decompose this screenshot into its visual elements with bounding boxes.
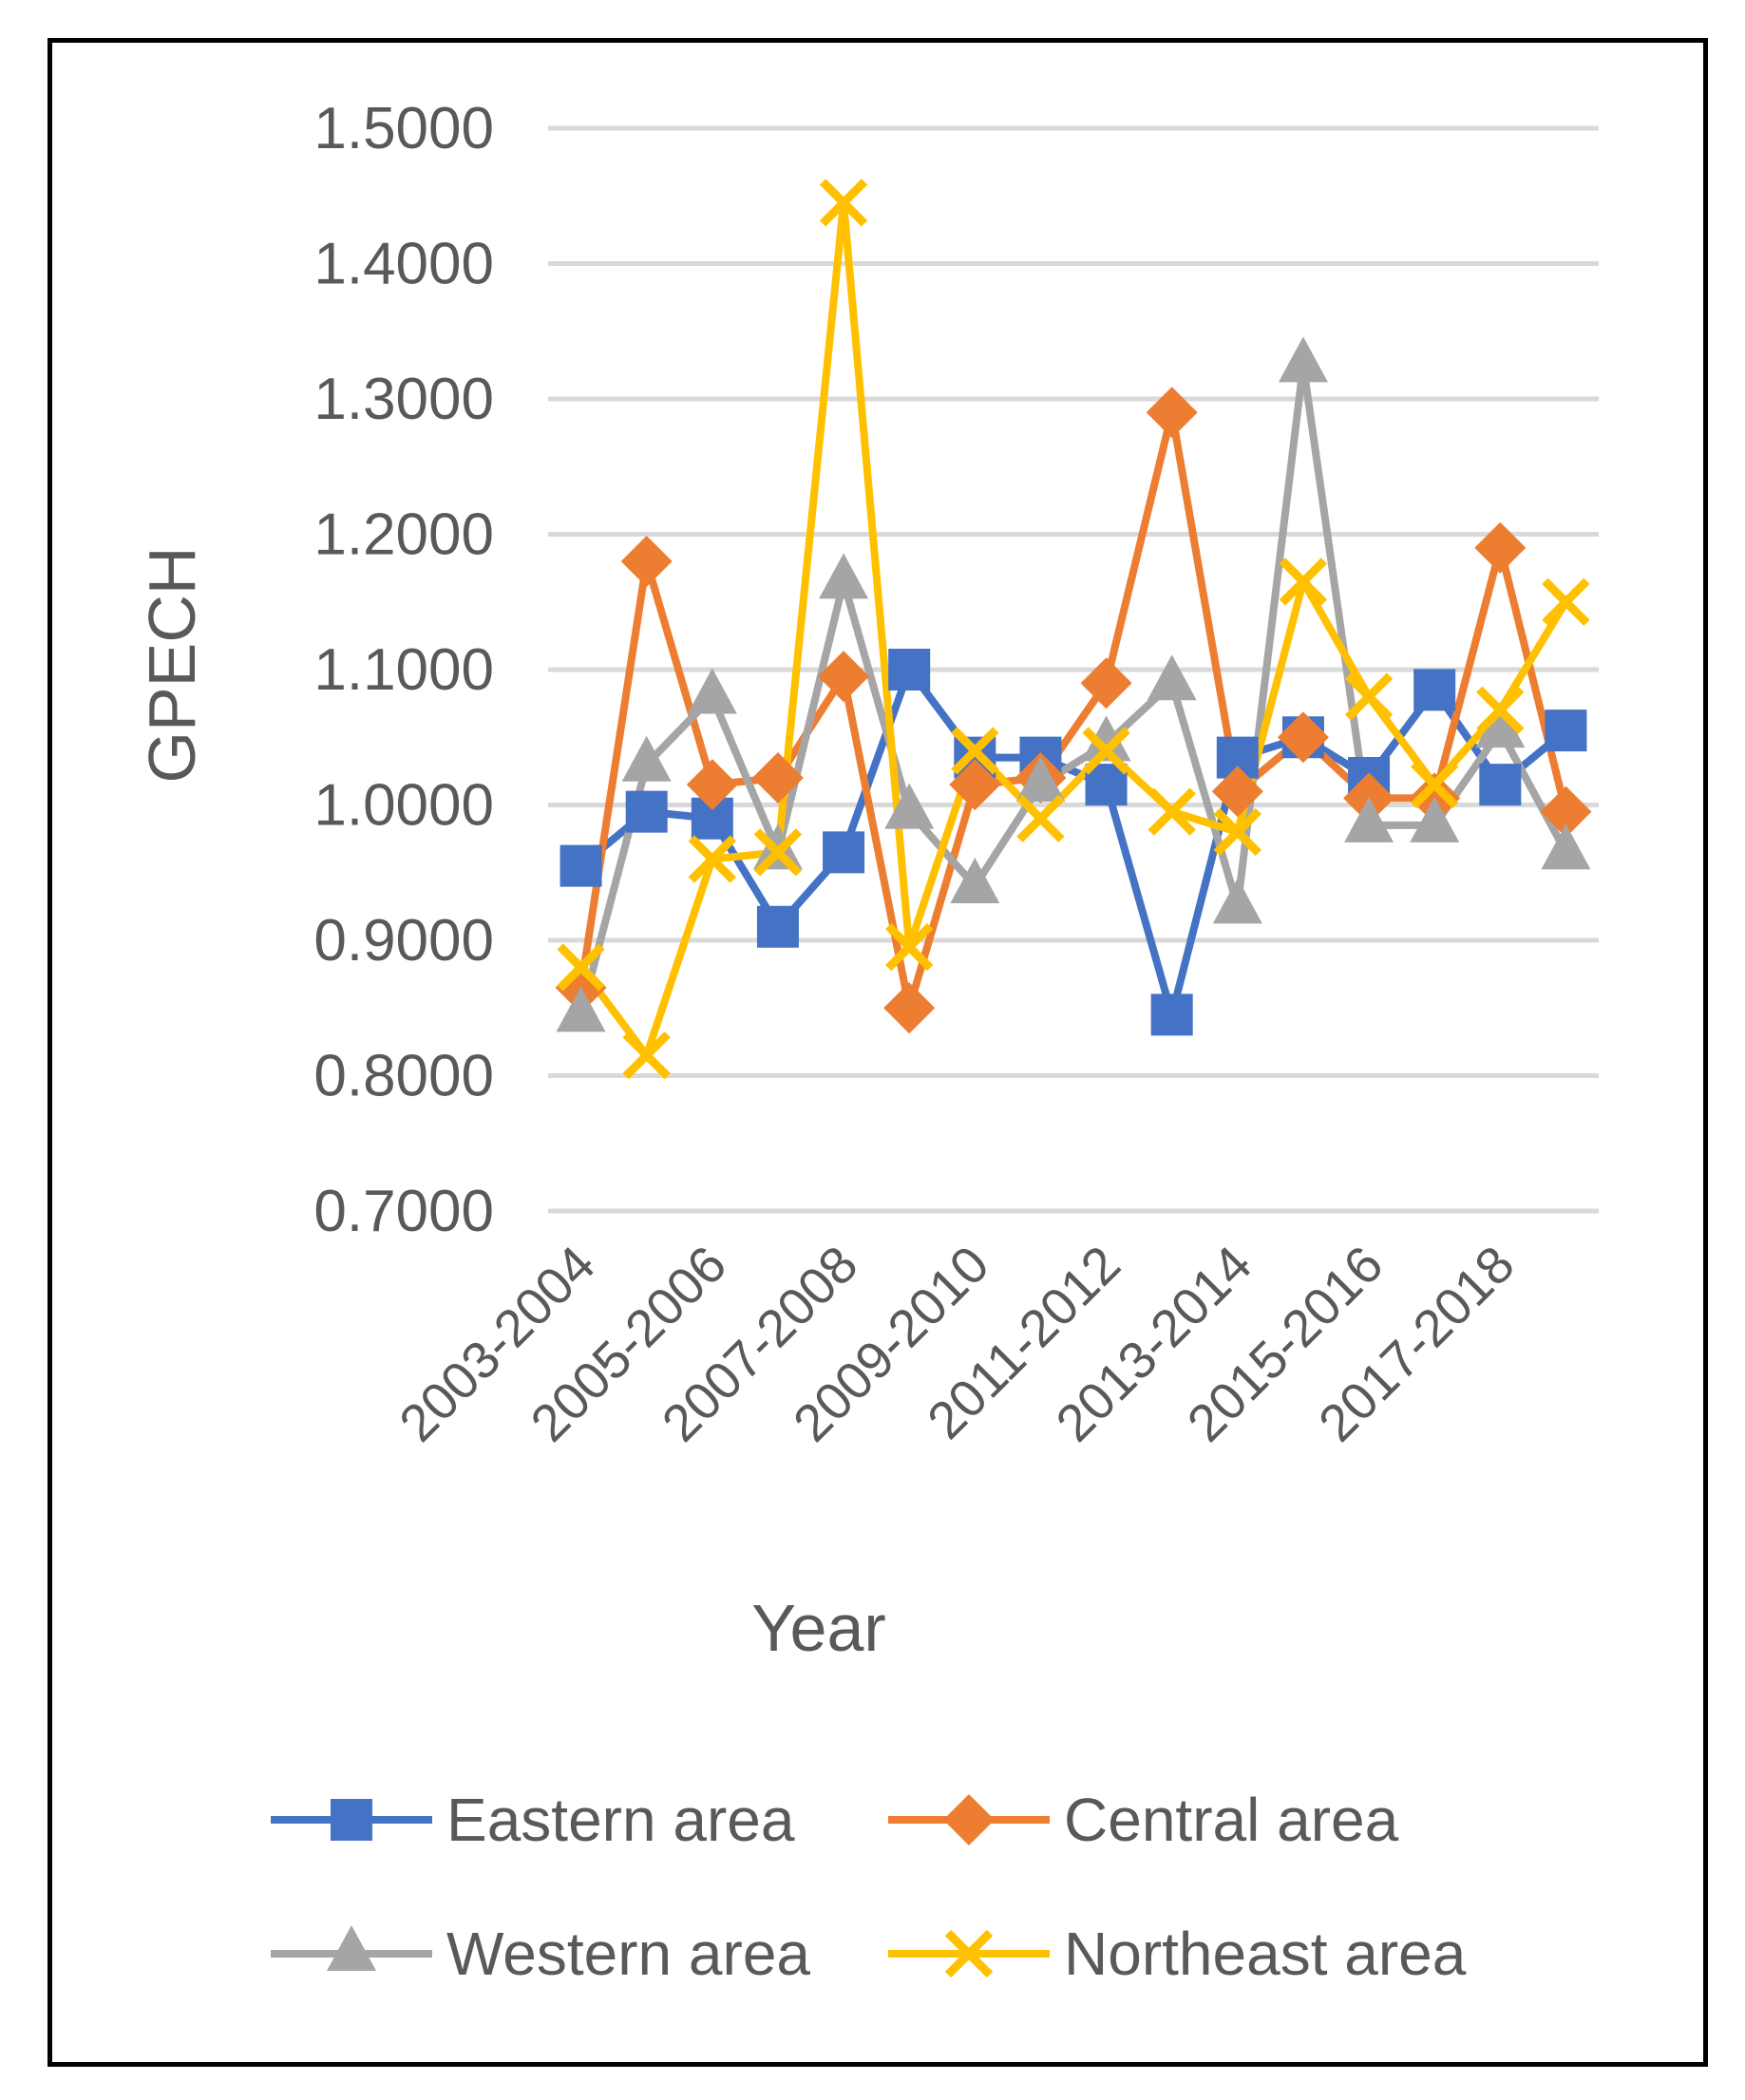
data-point xyxy=(883,982,936,1034)
data-point xyxy=(620,536,673,587)
data-point xyxy=(819,553,869,599)
data-point xyxy=(1545,709,1587,752)
legend-label: Western area xyxy=(446,1920,810,1988)
data-point xyxy=(1015,756,1066,803)
legend-marker xyxy=(944,1929,994,1978)
y-tick-label: 1.0000 xyxy=(313,773,494,839)
series-line-4 xyxy=(577,199,1570,1060)
data-point xyxy=(687,668,737,714)
data-point xyxy=(1277,711,1329,764)
data-point xyxy=(1081,715,1131,762)
data-point xyxy=(621,735,672,782)
data-point xyxy=(950,858,1000,903)
data-point xyxy=(1212,878,1262,924)
data-point xyxy=(888,649,931,691)
chart-frame xyxy=(47,38,1708,2067)
y-tick-label: 1.4000 xyxy=(313,232,494,297)
data-point xyxy=(1410,796,1460,842)
x-axis-ticks: 2003-20042005-20062007-20082009-20102011… xyxy=(388,1235,1526,1453)
y-tick-label: 1.1000 xyxy=(313,637,494,703)
data-point xyxy=(1148,787,1196,836)
series-line-3 xyxy=(577,361,1570,1019)
data-point xyxy=(1279,558,1328,606)
data-point xyxy=(1411,760,1459,809)
data-point xyxy=(1541,823,1591,870)
series-markers xyxy=(555,179,1592,1080)
legend-label: Northeast area xyxy=(1064,1920,1467,1988)
data-point xyxy=(686,759,738,811)
data-point xyxy=(885,922,934,972)
legend-marker xyxy=(327,1925,376,1971)
data-point xyxy=(1344,796,1394,842)
data-point xyxy=(1082,727,1130,775)
data-point xyxy=(751,752,804,804)
data-point xyxy=(818,651,870,703)
data-point xyxy=(884,783,935,829)
y-tick-label: 0.7000 xyxy=(313,1179,494,1244)
data-point xyxy=(1147,654,1197,701)
data-point xyxy=(1540,785,1592,838)
series-lines xyxy=(577,199,1570,1060)
legend-label: Central area xyxy=(1064,1786,1399,1854)
y-tick-label: 1.5000 xyxy=(313,96,494,161)
data-point xyxy=(819,179,868,227)
data-point xyxy=(823,831,865,874)
data-point xyxy=(949,759,1001,811)
data-point xyxy=(625,790,668,833)
y-tick-label: 1.3000 xyxy=(313,367,494,432)
data-point xyxy=(556,986,606,1032)
data-point xyxy=(1211,766,1263,818)
data-point xyxy=(1413,669,1456,711)
legend-marker xyxy=(943,1794,995,1845)
data-point xyxy=(1476,686,1525,734)
data-point xyxy=(1278,336,1328,383)
data-point xyxy=(622,1031,671,1080)
data-point xyxy=(1475,702,1526,748)
series-line-1 xyxy=(577,666,1570,1019)
data-point xyxy=(1080,657,1132,709)
x-axis-title: Year xyxy=(751,1591,885,1665)
data-point xyxy=(560,844,602,887)
data-point xyxy=(1344,672,1394,721)
y-tick-label: 0.8000 xyxy=(313,1044,494,1109)
y-axis-title: GPECH xyxy=(135,547,209,784)
data-point xyxy=(557,943,605,992)
data-point xyxy=(1150,993,1193,1036)
legend: Eastern area Central area Western area Nort… xyxy=(271,1786,1467,1988)
y-axis-ticks: 0.7000 0.8000 0.9000 1.0000 1.1000 1.2000 1.30… xyxy=(313,96,494,1244)
legend-marker xyxy=(331,1799,372,1841)
data-point xyxy=(1542,577,1590,626)
data-point xyxy=(1016,794,1065,842)
data-point xyxy=(756,905,799,948)
data-point xyxy=(951,727,999,775)
legend-label: Eastern area xyxy=(446,1786,795,1854)
data-point xyxy=(1213,807,1261,857)
y-tick-label: 0.9000 xyxy=(313,908,494,974)
data-point xyxy=(688,835,736,883)
data-point xyxy=(753,828,803,877)
data-point xyxy=(1479,764,1522,806)
data-point xyxy=(1474,521,1527,574)
data-point xyxy=(1146,387,1198,439)
y-tick-label: 1.2000 xyxy=(313,502,494,568)
